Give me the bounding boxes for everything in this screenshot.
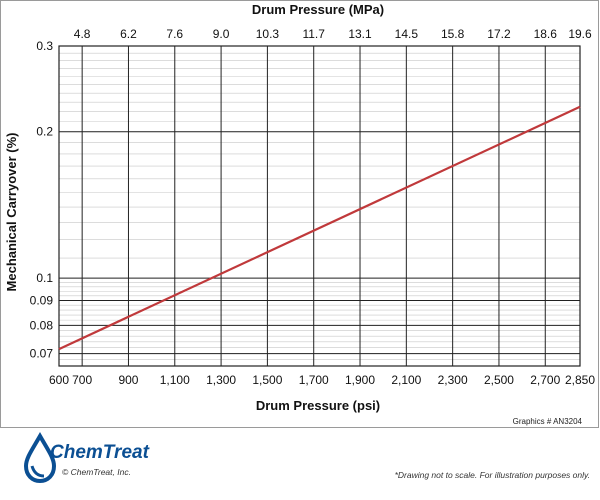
x2-tick-label: 15.8 bbox=[441, 27, 465, 41]
copyright: © ChemTreat, Inc. bbox=[62, 467, 131, 477]
x-tick-label: 2,850 bbox=[565, 373, 595, 387]
x2-tick-label: 6.2 bbox=[120, 27, 137, 41]
x2-tick-label: 13.1 bbox=[348, 27, 372, 41]
y-tick-label: 0.2 bbox=[36, 125, 53, 139]
x2-tick-label: 10.3 bbox=[256, 27, 280, 41]
x-tick-label: 2,500 bbox=[484, 373, 514, 387]
series-layer bbox=[58, 105, 581, 351]
chemtreat-logo bbox=[23, 431, 57, 484]
x2-tick-label: 4.8 bbox=[74, 27, 91, 41]
x-tick-label: 2,700 bbox=[530, 373, 560, 387]
y-tick-label: 0.08 bbox=[30, 318, 54, 332]
x2-tick-label: 14.5 bbox=[395, 27, 419, 41]
y-tick-label: 0.07 bbox=[30, 347, 54, 361]
x-tick-label: 600 bbox=[49, 373, 69, 387]
chart: 600 700 900 1,100 1,300 1,500 1,700 1,900 2,100 2… bbox=[4, 2, 596, 426]
graphics-id: Graphics # AN3204 bbox=[513, 417, 583, 426]
x-tick-label: 700 bbox=[72, 373, 92, 387]
y-axis-title: Mechanical Carryover (%) bbox=[4, 133, 19, 292]
x2-tick-label: 7.6 bbox=[166, 27, 183, 41]
x-tick-label: 1,100 bbox=[160, 373, 190, 387]
bottom-axis-title: Drum Pressure (psi) bbox=[256, 398, 380, 413]
x-tick-label: 900 bbox=[118, 373, 138, 387]
x2-tick-label: 11.7 bbox=[302, 27, 325, 41]
tick-labels: 600 700 900 1,100 1,300 1,500 1,700 1,900 2,100 2… bbox=[30, 27, 596, 387]
drop-icon bbox=[23, 431, 57, 484]
x2-tick-label: 19.6 bbox=[568, 27, 592, 41]
x2-tick-label: 9.0 bbox=[213, 27, 230, 41]
x2-tick-label: 18.6 bbox=[534, 27, 558, 41]
y-tick-label: 0.3 bbox=[36, 39, 53, 53]
x-tick-label: 1,700 bbox=[299, 373, 329, 387]
x2-tick-label: 17.2 bbox=[487, 27, 511, 41]
x-tick-label: 1,500 bbox=[252, 373, 282, 387]
y-tick-label: 0.1 bbox=[36, 271, 53, 285]
series-line bbox=[58, 105, 581, 351]
x-tick-label: 2,100 bbox=[391, 373, 421, 387]
disclaimer: *Drawing not to scale. For illustration … bbox=[394, 470, 590, 480]
plot-border bbox=[58, 45, 581, 367]
brand-name: ChemTreat bbox=[50, 442, 149, 463]
top-axis-title: Drum Pressure (MPa) bbox=[252, 2, 384, 17]
x-tick-label: 2,300 bbox=[438, 373, 468, 387]
x-tick-label: 1,900 bbox=[345, 373, 375, 387]
major-gridlines bbox=[58, 45, 581, 367]
minor-gridlines bbox=[59, 52, 580, 367]
x-tick-label: 1,300 bbox=[206, 373, 236, 387]
y-tick-label: 0.09 bbox=[30, 293, 54, 307]
